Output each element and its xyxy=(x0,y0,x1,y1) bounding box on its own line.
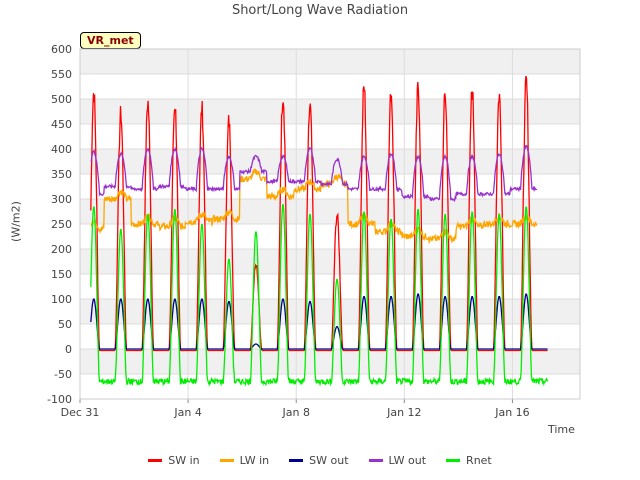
legend-label: LW in xyxy=(239,454,270,467)
x-tick-label: Dec 31 xyxy=(61,406,100,419)
grid-band xyxy=(80,299,580,324)
plot-frame xyxy=(79,48,581,400)
legend-swatch xyxy=(219,459,234,462)
x-tick-label: Jan 4 xyxy=(173,406,201,419)
y-tick-label: 500 xyxy=(51,93,72,106)
grid-band xyxy=(80,99,580,124)
x-tick-label: Jan 8 xyxy=(281,406,309,419)
grid-band xyxy=(80,349,580,374)
y-tick-label: 300 xyxy=(51,193,72,206)
grid-band xyxy=(80,149,580,174)
legend-label: Rnet xyxy=(466,454,492,467)
site-badge: VR_met xyxy=(80,32,141,49)
legend-label: LW out xyxy=(388,454,427,467)
series-line-sw-out xyxy=(90,293,548,350)
x-tick-label: Jan 12 xyxy=(386,406,421,419)
legend-swatch xyxy=(446,459,461,462)
series-line-lw-out xyxy=(90,145,538,203)
legend-item-sw-out: SW out xyxy=(289,454,349,467)
legend-item-lw-in: LW in xyxy=(219,454,270,467)
legend-swatch xyxy=(148,459,163,462)
y-tick-label: 250 xyxy=(51,218,72,231)
y-tick-label: 0 xyxy=(65,343,72,356)
y-tick-label: 50 xyxy=(58,318,72,331)
y-tick-label: 550 xyxy=(51,68,72,81)
grid-band xyxy=(80,49,580,74)
grid-band xyxy=(80,249,580,274)
y-tick-label: 200 xyxy=(51,243,72,256)
y-tick-label: 350 xyxy=(51,168,72,181)
series-line-lw-in xyxy=(90,168,538,245)
x-tick-label: Jan 16 xyxy=(494,406,529,419)
grid-band xyxy=(80,199,580,224)
y-tick-label: 450 xyxy=(51,118,72,131)
x-axis-label: Time xyxy=(548,423,575,436)
series-line-rnet xyxy=(90,204,549,387)
legend-label: SW in xyxy=(168,454,200,467)
y-tick-label: 400 xyxy=(51,143,72,156)
chart-title: Short/Long Wave Radiation xyxy=(231,3,409,18)
y-tick-label: -100 xyxy=(47,393,72,406)
y-tick-label: -50 xyxy=(54,368,72,381)
legend-swatch xyxy=(368,459,383,462)
legend-label: SW out xyxy=(309,454,349,467)
legend-item-sw-in: SW in xyxy=(148,454,200,467)
legend-item-lw-out: LW out xyxy=(368,454,427,467)
y-tick-label: 600 xyxy=(51,43,72,56)
y-tick-label: 150 xyxy=(51,268,72,281)
y-tick-label: 100 xyxy=(51,293,72,306)
legend: SW in LW in SW out LW out Rnet xyxy=(0,454,640,467)
series-line-sw-in xyxy=(90,75,548,352)
legend-swatch xyxy=(289,459,304,462)
legend-item-rnet: Rnet xyxy=(446,454,492,467)
